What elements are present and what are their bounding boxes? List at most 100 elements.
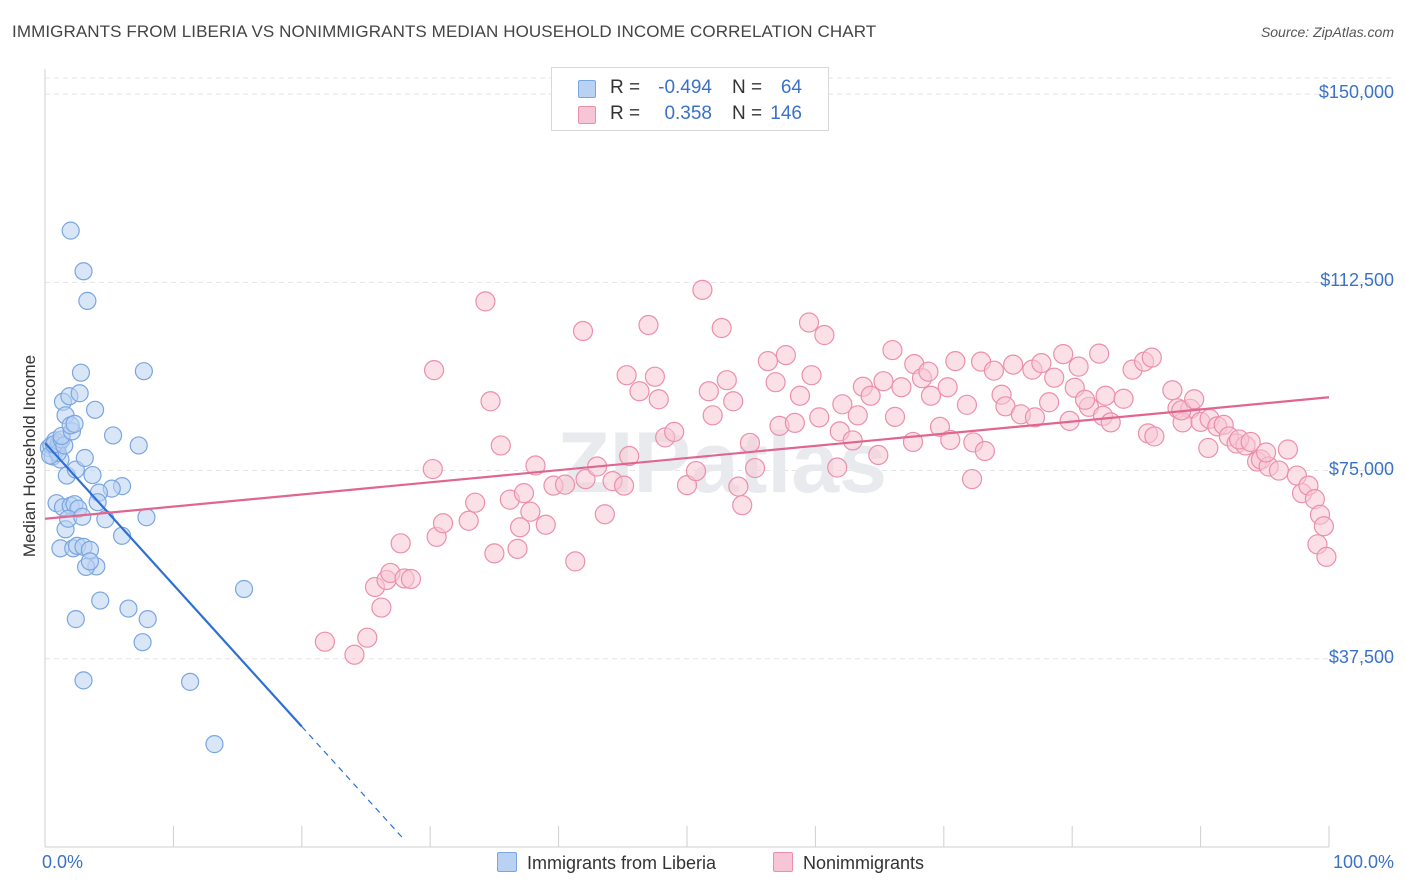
y-tick-label: $112,500 (1320, 270, 1394, 291)
nonimmigrant-point (860, 385, 881, 406)
nonimmigrant-point (685, 460, 707, 482)
nonimmigrant-point (1038, 392, 1060, 413)
nonimmigrant-point (525, 455, 546, 476)
r-value: -0.494 (658, 77, 712, 98)
nonimmigrant-point (344, 644, 365, 665)
legend-label: Nonimmigrants (803, 853, 925, 873)
r-value: 0.358 (664, 103, 712, 124)
liberia-trend-extension (301, 726, 405, 841)
n-label: N = (732, 77, 763, 98)
y-tick-label: $75,000 (1328, 458, 1394, 479)
chart-title: IMMIGRANTS FROM LIBERIA VS NONIMMIGRANTS… (12, 22, 877, 41)
nonimmigrant-point (1003, 354, 1024, 375)
nonimmigrant-point (918, 361, 939, 382)
nonimmigrant-point (1198, 437, 1219, 459)
nonimmigrant-point (572, 320, 594, 342)
nonimmigrant-point (765, 372, 786, 393)
nonimmigrant-point (1113, 388, 1134, 409)
nonimmigrant-point (1024, 407, 1046, 428)
nonimmigrant-point (594, 504, 615, 525)
nonimmigrant-point (390, 533, 411, 554)
x-tick-label-max: 100.0% (1332, 852, 1394, 872)
liberia-point (74, 671, 93, 690)
liberia-point (134, 362, 153, 381)
liberia-swatch (497, 852, 517, 872)
liberia-point (66, 610, 85, 629)
nonimmigrant-point (884, 406, 906, 427)
n-value: 146 (770, 103, 802, 124)
nonimmigrant-point (698, 381, 719, 402)
nonimmigrant-point (458, 510, 479, 531)
nonimmigrant-point (809, 407, 830, 428)
x-tick-label-min: 0.0% (42, 852, 84, 872)
nonimmigrant-point (1313, 516, 1334, 537)
nonimmigrant-point (554, 474, 576, 495)
nonimmigrant-point (832, 394, 853, 415)
nonimmigrant-point (1162, 380, 1183, 401)
nonimmigrant-point (490, 435, 511, 456)
nonimmigrant-point (619, 445, 640, 467)
nonimmigrant-point (314, 631, 336, 652)
legend-label: Immigrants from Liberia (527, 853, 717, 873)
nonimmigrant-point (873, 371, 894, 392)
nonimmigrant-point (565, 551, 586, 572)
nonimmigrant-point (638, 314, 659, 336)
stats-row-liberia: R = -0.494 N = 64 (552, 77, 828, 101)
nonimmigrant-point (465, 492, 486, 513)
liberia-point (133, 633, 152, 652)
nonimmigrant-point (648, 389, 669, 410)
nonimmigrants-swatch (578, 106, 596, 124)
liberia-swatch (578, 80, 596, 98)
nonimmigrant-point (1316, 546, 1337, 567)
stats-legend: R = -0.494 N = 64 R = 0.358 N = 146 (551, 67, 829, 131)
nonimmigrant-point (732, 495, 753, 516)
nonimmigrant-point (423, 360, 445, 381)
nonimmigrant-point (644, 366, 666, 387)
nonimmigrant-point (616, 365, 637, 386)
nonimmigrant-point (1100, 412, 1121, 433)
nonimmigrant-point (484, 543, 505, 564)
liberia-point (74, 262, 93, 281)
nonimmigrant-point (480, 391, 501, 412)
nonimmigrant-point (723, 391, 744, 412)
liberia-point (70, 384, 89, 403)
n-label: N = (732, 103, 763, 124)
nonimmigrant-point (711, 317, 732, 339)
liberia-point (180, 672, 200, 691)
nonimmigrant-point (789, 385, 811, 406)
nonimmigrant-point (882, 339, 903, 361)
legend-item-nonimmigrants: Nonimmigrants (773, 852, 924, 874)
points (39, 221, 1337, 754)
nonimmigrant-point (842, 430, 863, 451)
liberia-point (80, 552, 100, 571)
nonimmigrant-point (509, 517, 531, 538)
nonimmigrant-point (613, 475, 635, 496)
nonimmigrant-point (575, 468, 596, 490)
nonimmigrant-point (956, 394, 978, 415)
nonimmigrant-point (1031, 353, 1052, 374)
gridlines (45, 77, 1392, 660)
liberia-point (83, 465, 102, 485)
nonimmigrant-point (728, 476, 749, 497)
nonimmigrant-point (891, 377, 912, 398)
nonimmigrant-trend-line (44, 396, 1330, 520)
liberia-point (78, 291, 97, 310)
nonimmigrant-point (868, 444, 889, 466)
nonimmigrant-point (784, 412, 805, 433)
legend-item-liberia: Immigrants from Liberia (497, 852, 716, 874)
nonimmigrant-point (827, 457, 848, 478)
liberia-point (103, 426, 123, 445)
nonimmigrant-point (716, 370, 737, 391)
nonimmigrant-point (937, 377, 958, 398)
liberia-point (61, 221, 80, 240)
nonimmigrant-point (432, 513, 454, 534)
nonimmigrant-point (702, 405, 723, 426)
nonimmigrant-point (1095, 385, 1116, 406)
y-tick-label: $37,500 (1328, 646, 1394, 667)
nonimmigrant-point (814, 324, 835, 346)
nonimmigrant-point (1141, 347, 1162, 368)
nonimmigrant-point (400, 568, 422, 590)
nonimmigrant-point (801, 365, 822, 386)
liberia-point (129, 436, 148, 455)
liberia-point (205, 735, 224, 754)
